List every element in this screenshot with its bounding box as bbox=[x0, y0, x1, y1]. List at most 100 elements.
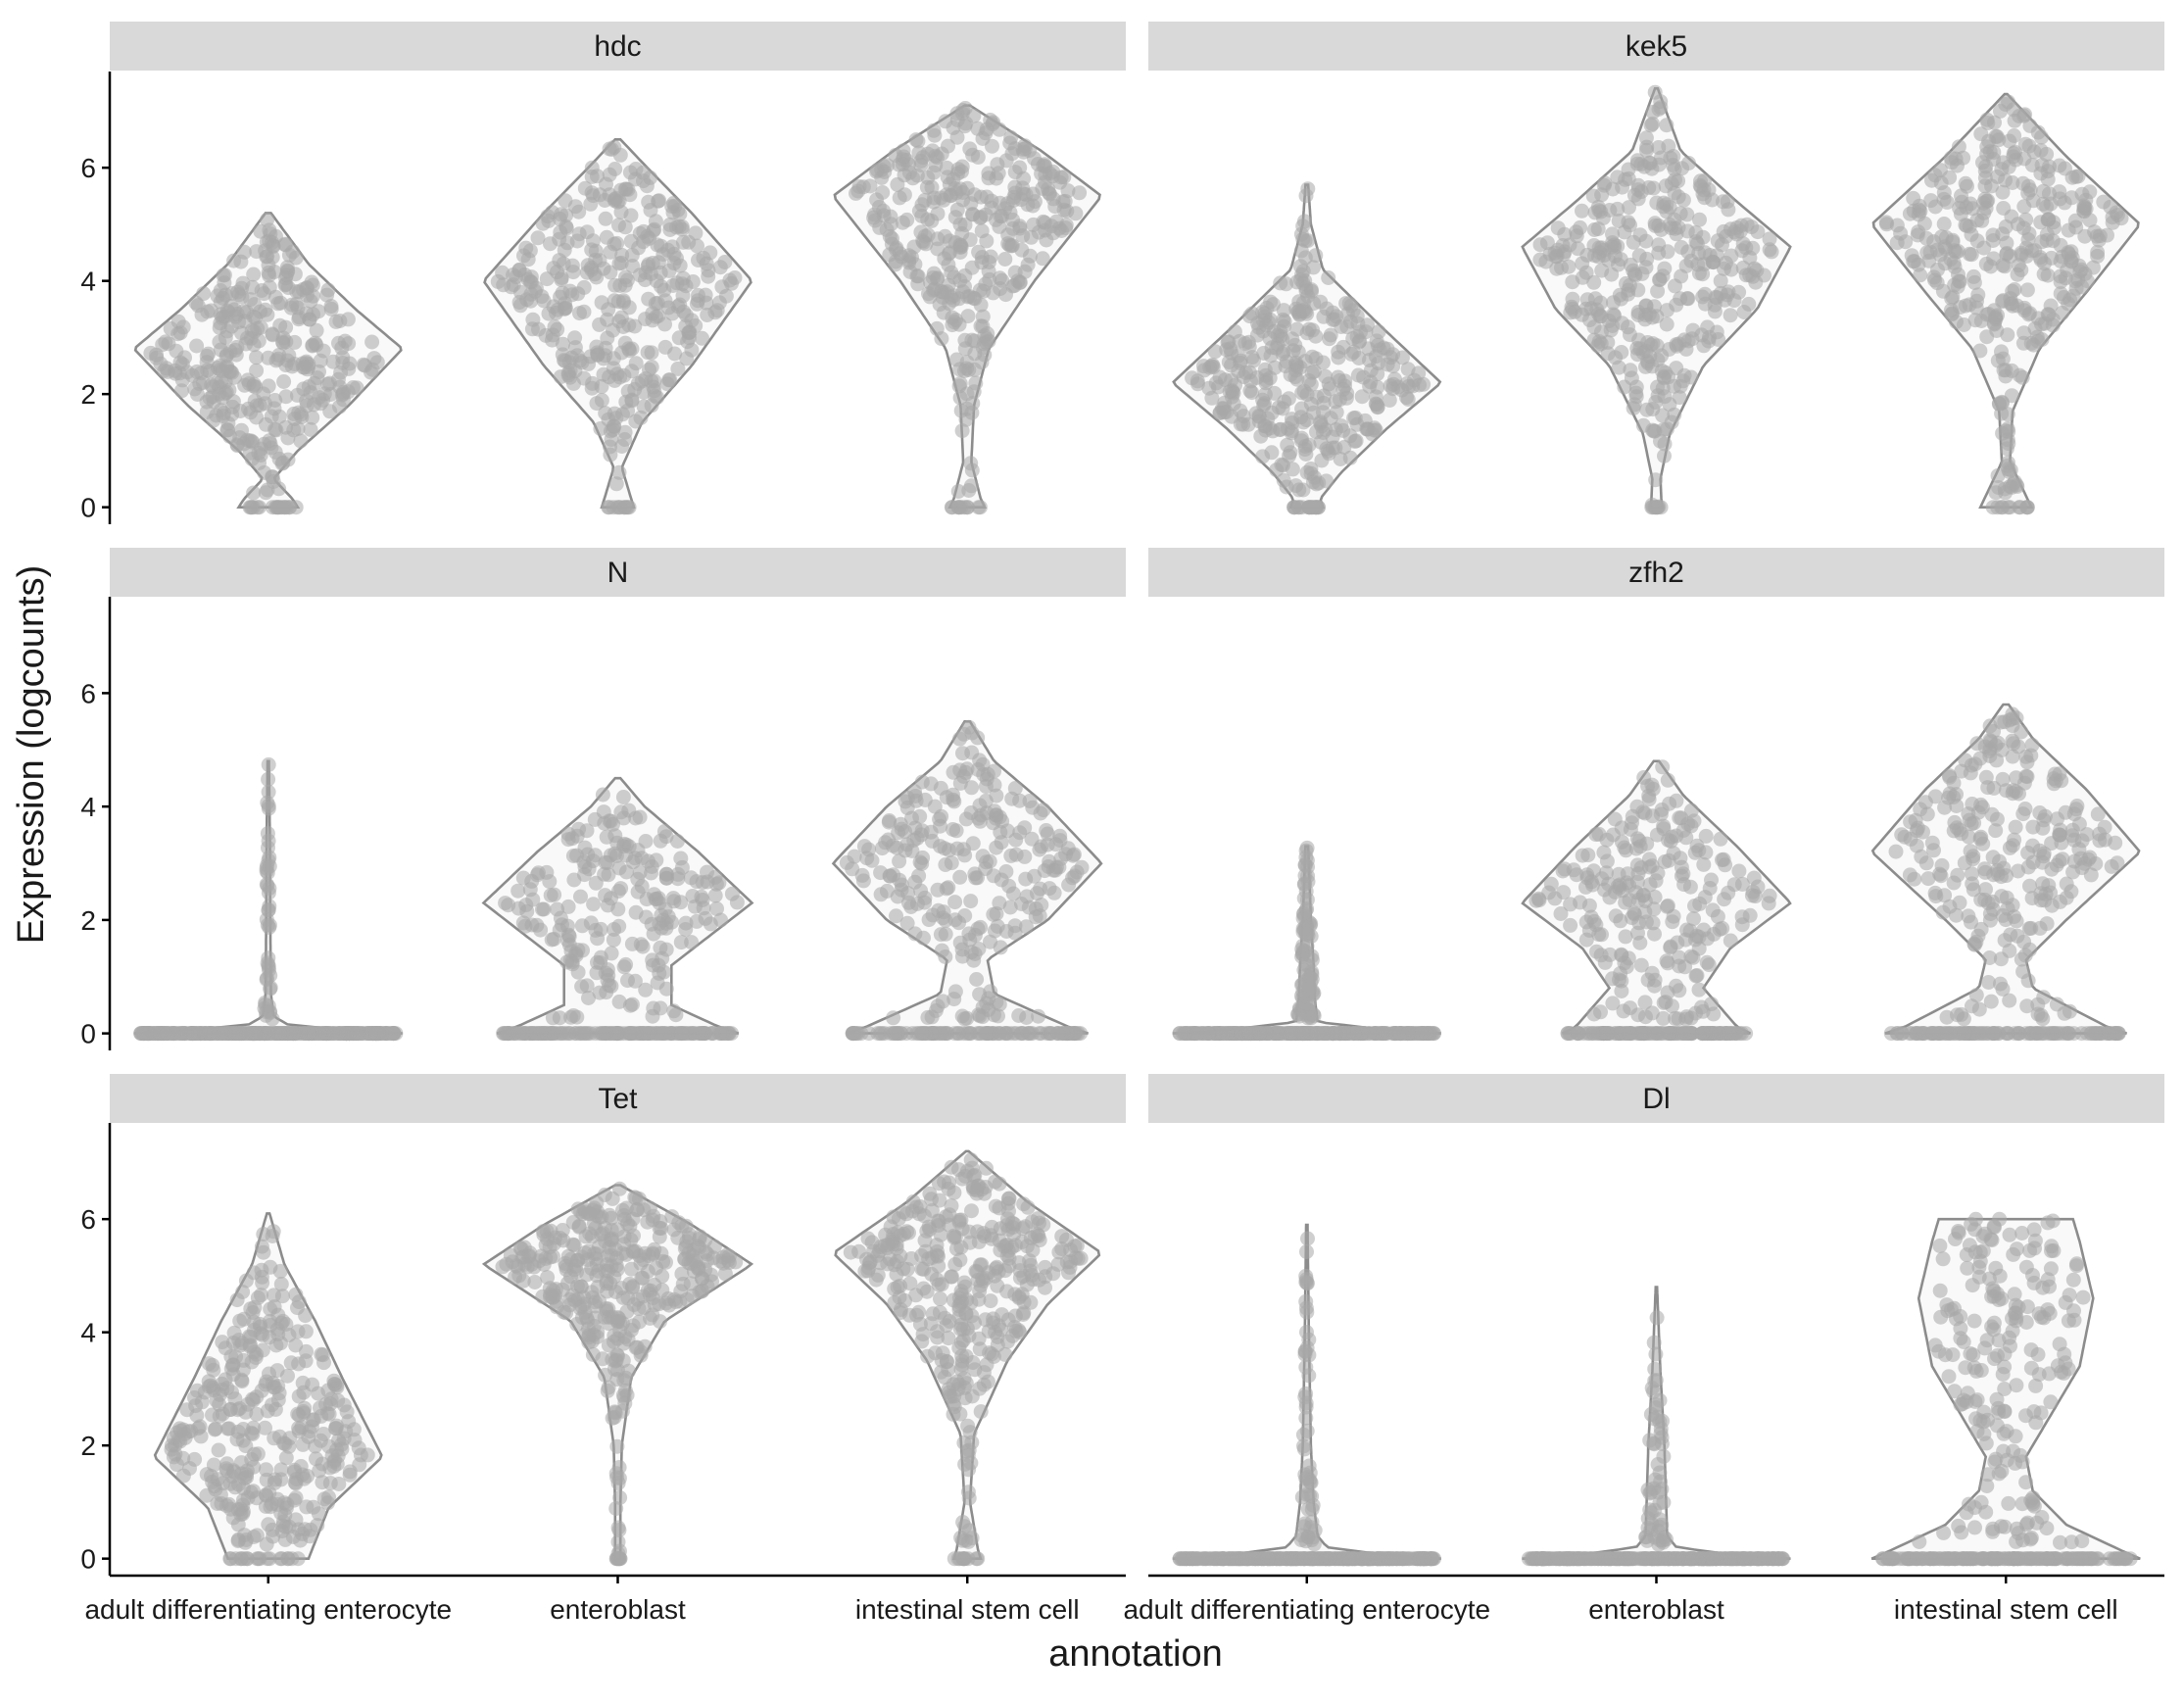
data-point bbox=[1731, 864, 1746, 879]
data-point bbox=[531, 230, 546, 245]
data-point bbox=[561, 832, 576, 847]
data-point bbox=[1255, 393, 1270, 408]
data-point bbox=[1996, 352, 2011, 366]
data-point bbox=[1688, 933, 1703, 948]
data-point bbox=[548, 319, 562, 334]
data-point bbox=[1067, 848, 1082, 862]
data-point bbox=[1606, 828, 1621, 843]
violin-group bbox=[835, 101, 1100, 514]
data-point bbox=[605, 946, 619, 960]
violin-group bbox=[155, 1213, 381, 1566]
data-point bbox=[1563, 306, 1577, 320]
data-point bbox=[972, 753, 987, 767]
data-point bbox=[875, 1026, 890, 1041]
data-point bbox=[2030, 1026, 2045, 1041]
data-point bbox=[247, 1300, 262, 1315]
data-point bbox=[263, 859, 277, 874]
data-point bbox=[899, 153, 914, 168]
data-point bbox=[327, 1377, 342, 1391]
data-point bbox=[1993, 977, 2008, 992]
data-point bbox=[641, 1026, 655, 1041]
data-point bbox=[950, 167, 965, 181]
data-point bbox=[1000, 236, 1015, 251]
data-point bbox=[659, 867, 674, 882]
data-point bbox=[1336, 340, 1351, 355]
data-point bbox=[296, 1404, 311, 1419]
data-point bbox=[1630, 347, 1645, 362]
data-point bbox=[1746, 885, 1761, 900]
violin-group bbox=[1873, 94, 2138, 514]
data-point bbox=[2041, 212, 2056, 226]
data-point bbox=[993, 122, 1007, 137]
data-point bbox=[968, 870, 983, 885]
data-point bbox=[1910, 823, 1924, 838]
data-point bbox=[316, 1355, 331, 1370]
data-point bbox=[547, 888, 561, 902]
data-point bbox=[974, 298, 989, 313]
data-point bbox=[235, 1374, 250, 1388]
data-point bbox=[1328, 441, 1342, 456]
data-point bbox=[913, 854, 928, 869]
data-point bbox=[1047, 886, 1062, 900]
data-point bbox=[972, 987, 987, 1001]
data-point bbox=[1721, 202, 1735, 217]
data-point bbox=[1998, 97, 2013, 112]
data-point bbox=[975, 355, 990, 369]
data-point bbox=[1668, 221, 1682, 236]
data-point bbox=[1613, 966, 1627, 981]
data-point bbox=[600, 230, 614, 245]
data-point bbox=[593, 955, 607, 970]
data-point bbox=[927, 166, 942, 180]
data-point bbox=[1339, 391, 1354, 406]
data-point bbox=[529, 918, 544, 933]
data-point bbox=[1419, 1026, 1433, 1041]
data-point bbox=[659, 982, 674, 997]
data-point bbox=[1723, 934, 1738, 949]
data-point bbox=[2002, 160, 2016, 174]
data-point bbox=[1727, 224, 1742, 239]
data-point bbox=[1314, 418, 1329, 433]
data-point bbox=[1642, 792, 1657, 806]
data-point bbox=[1592, 240, 1607, 255]
data-point bbox=[1943, 1026, 1958, 1041]
data-point bbox=[961, 483, 976, 498]
data-point bbox=[634, 411, 649, 425]
data-point bbox=[2059, 805, 2073, 820]
data-point bbox=[911, 145, 926, 160]
data-point bbox=[265, 235, 279, 250]
data-point bbox=[1208, 344, 1223, 359]
data-point bbox=[895, 822, 909, 837]
data-point bbox=[927, 191, 942, 206]
data-point bbox=[1615, 180, 1629, 195]
data-point bbox=[1999, 912, 2014, 927]
data-point bbox=[282, 500, 297, 514]
data-point bbox=[1343, 451, 1358, 465]
data-point bbox=[241, 1490, 256, 1505]
data-point bbox=[682, 330, 697, 345]
data-point bbox=[954, 239, 969, 254]
data-point bbox=[1288, 302, 1303, 316]
data-point bbox=[545, 333, 559, 348]
data-point bbox=[334, 1441, 349, 1456]
data-point bbox=[1954, 1007, 1968, 1022]
data-point bbox=[1252, 1026, 1267, 1041]
data-point bbox=[937, 904, 951, 919]
data-point bbox=[2108, 1026, 2122, 1041]
data-point bbox=[1998, 172, 2013, 187]
data-point bbox=[877, 165, 892, 179]
data-point bbox=[1286, 500, 1301, 514]
data-point bbox=[1609, 908, 1624, 923]
data-point bbox=[2010, 710, 2024, 725]
data-point bbox=[952, 870, 967, 885]
data-point bbox=[1571, 1026, 1585, 1041]
data-point bbox=[1979, 770, 1994, 785]
data-point bbox=[990, 906, 1004, 921]
data-point bbox=[1889, 845, 1904, 859]
data-point bbox=[1607, 237, 1622, 252]
data-point bbox=[1639, 260, 1654, 274]
data-point bbox=[848, 850, 862, 864]
data-point bbox=[225, 1358, 240, 1373]
data-point bbox=[1661, 139, 1675, 154]
data-point bbox=[956, 842, 971, 856]
data-point bbox=[1650, 284, 1665, 299]
